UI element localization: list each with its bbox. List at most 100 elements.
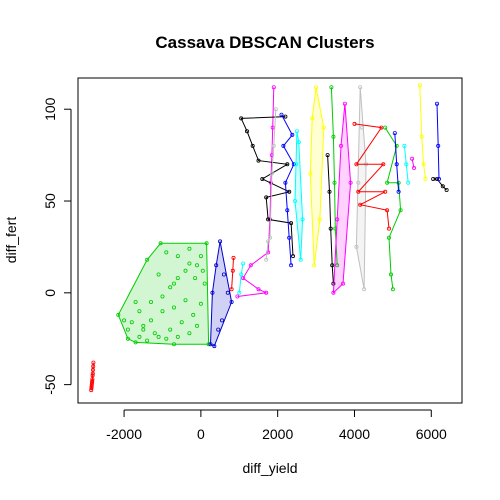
data-point [267,235,272,240]
x-tick-label: 2000 [262,426,293,442]
cluster-outline [436,103,440,180]
data-point [171,342,176,347]
cluster-outline [240,116,294,257]
data-point [200,268,205,273]
data-point [340,281,345,286]
data-point [287,189,292,194]
data-point [296,140,301,145]
data-point [410,156,415,161]
data-point [329,85,334,90]
cluster-1 [89,360,96,393]
data-point [285,208,290,213]
data-point [396,180,401,185]
data-point [436,176,441,181]
data-point [221,272,226,277]
data-point [392,131,397,136]
data-point [385,180,390,185]
cluster-outline [354,123,390,229]
data-point [352,121,357,126]
cluster-outline [384,127,402,290]
data-point [335,263,340,268]
cluster-20 [410,156,416,170]
data-point [327,189,332,194]
cluster-hull [309,87,325,266]
data-point [360,125,365,130]
data-point [145,257,150,262]
data-point [248,263,253,268]
data-point [89,384,94,389]
data-point [308,171,313,176]
data-point [141,327,146,332]
data-point [137,334,142,339]
data-point [175,254,180,259]
data-point [264,257,269,262]
cluster-hull [332,103,352,295]
data-point [406,180,411,185]
data-point [171,281,176,286]
data-point [356,189,361,194]
data-point [328,226,333,231]
data-point [379,125,384,130]
data-point [260,176,265,181]
data-point [164,250,169,255]
data-point [283,180,288,185]
cluster-outline [238,263,244,293]
data-point [91,367,96,372]
data-point [356,180,361,185]
y-axis-label: diff_fert [3,217,19,264]
data-point [210,290,215,295]
data-point [218,239,223,244]
data-point [91,364,96,369]
data-point [388,272,393,277]
data-point [394,162,399,167]
data-point [331,134,336,139]
cluster-22 [431,176,449,192]
data-point [419,134,424,139]
data-point [156,334,161,339]
plot-frame [77,77,463,404]
data-point [386,235,391,240]
cluster-outline [265,109,277,260]
data-point [152,331,157,336]
data-point [179,320,184,325]
cluster-outline [281,114,295,266]
data-point [231,255,236,260]
data-point [440,184,445,189]
data-point [338,143,343,148]
cluster-21 [417,83,428,181]
cluster-14 [331,101,353,295]
data-point [175,276,180,281]
data-point [287,235,292,240]
data-point [289,263,294,268]
data-point [404,162,409,167]
data-point [160,294,165,299]
cluster-outline [231,257,234,290]
data-point [237,290,242,295]
cluster-7 [229,255,236,292]
data-point [266,239,271,244]
data-point [383,189,388,194]
data-point [354,162,359,167]
data-point [386,226,391,231]
data-point [291,162,296,167]
cluster-3 [208,239,234,349]
cluster-outline [394,133,400,192]
data-point [133,299,138,304]
data-point [321,125,326,130]
data-point [256,287,261,292]
data-point [212,344,217,349]
data-point [273,107,278,112]
data-point [244,129,249,134]
data-point [390,287,395,292]
data-point [421,162,426,167]
data-point [129,320,134,325]
data-point [148,299,153,304]
data-point [187,331,192,336]
data-point [310,116,315,121]
data-point [312,263,317,268]
data-point [331,290,336,295]
data-point [230,268,235,273]
data-point [271,85,276,90]
data-point [216,327,221,332]
